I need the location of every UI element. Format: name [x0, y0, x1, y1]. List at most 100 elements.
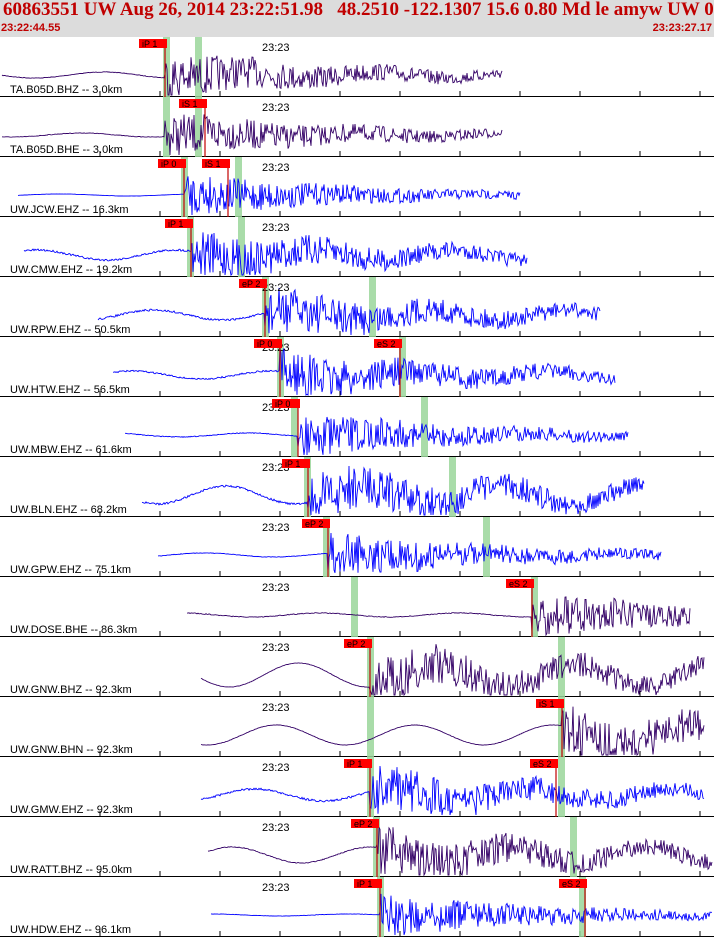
pick-label: iP 0: [161, 159, 176, 169]
pick-label: iP 0: [275, 399, 290, 409]
pick-box: [139, 39, 167, 48]
pick-label: iS 1: [205, 159, 221, 169]
event-title: 60863551 UW Aug 26, 2014 23:22:51.98 48.…: [3, 0, 714, 20]
waveform-trace: [113, 348, 616, 396]
station-label: UW.RATT.BHZ -- 95.0km: [10, 864, 132, 876]
time-label: 23:23: [262, 822, 290, 834]
waveform-trace: [200, 706, 705, 756]
pick-box: [302, 519, 330, 528]
station-label: UW.GNW.BHZ -- 92.3km: [10, 684, 132, 696]
station-label: UW.DOSE.BHE -- 86.3km: [10, 624, 137, 636]
waveform-trace: [200, 765, 705, 816]
station-label: UW.JCW.EHZ -- 16.3km: [10, 204, 129, 216]
pick-box: [530, 759, 558, 768]
pick-box: [282, 459, 310, 468]
pick-label: iP 1: [142, 39, 157, 49]
pick-box: [506, 579, 534, 588]
pick-label: iS 1: [182, 99, 198, 109]
station-label: UW.GPW.EHZ -- 75.1km: [10, 564, 131, 576]
pick-box: [559, 879, 587, 888]
time-label: 23:23: [262, 42, 290, 54]
time-label: 23:23: [262, 642, 290, 654]
waveform-trace: [125, 416, 629, 456]
pick-label: iS 1: [539, 699, 555, 709]
waveform-trace: [1, 55, 503, 96]
theory-marker: [323, 517, 330, 577]
pick-label: eP 2: [305, 519, 323, 529]
pick-label: iP 1: [285, 459, 300, 469]
station-label: UW.HTW.EHZ -- 56.5km: [10, 384, 130, 396]
pick-box: [536, 699, 564, 708]
theory-marker: [531, 577, 538, 637]
theory-marker: [238, 217, 245, 277]
time-start: 23:22:44.55: [1, 22, 61, 34]
theory-marker: [369, 277, 376, 337]
station-label: TA.B05D.BHE -- 3.0km: [10, 144, 123, 156]
pick-box: [344, 639, 372, 648]
pick-box: [179, 99, 207, 108]
station-label: UW.GMW.EHZ -- 92.3km: [10, 804, 133, 816]
theory-marker: [163, 97, 170, 157]
waveform-trace: [23, 232, 528, 276]
waveform-trace: [17, 176, 521, 216]
theory-marker: [558, 757, 565, 817]
waveform-trace: [97, 287, 601, 336]
waveform-trace: [200, 644, 705, 697]
time-label: 23:23: [262, 162, 290, 174]
pick-label: eS 2: [377, 339, 396, 349]
time-label: 23:23: [262, 882, 290, 894]
waveform-trace: [141, 465, 645, 516]
station-label: UW.BLN.EHZ -- 68.2km: [10, 504, 127, 516]
time-label: 23:23: [262, 222, 290, 234]
time-label: 23:23: [262, 762, 290, 774]
event-header: 60863551 UW Aug 26, 2014 23:22:51.98 48.…: [0, 0, 714, 37]
station-label: UW.GNW.BHN -- 92.3km: [10, 744, 133, 756]
pick-label: iP 1: [347, 759, 362, 769]
pick-label: eS 2: [533, 759, 552, 769]
pick-box: [254, 339, 282, 348]
pick-box: [239, 279, 267, 288]
theory-marker: [570, 817, 577, 877]
time-label: 23:23: [262, 702, 290, 714]
waveform-trace: [187, 596, 691, 637]
station-label: UW.CMW.EHZ -- 19.2km: [10, 264, 132, 276]
time-end: 23:23:27.17: [652, 22, 712, 34]
theory-marker: [195, 37, 202, 97]
pick-box: [351, 819, 379, 828]
pick-box: [344, 759, 372, 768]
theory-marker: [449, 457, 456, 517]
pick-label: eP 2: [354, 819, 372, 829]
time-label: 23:23: [262, 282, 290, 294]
pick-box: [202, 159, 230, 168]
pick-box: [272, 399, 300, 408]
pick-box: [354, 879, 382, 888]
pick-label: iP 0: [257, 339, 272, 349]
pick-label: iP 1: [357, 879, 372, 889]
theory-marker: [195, 97, 202, 157]
pick-label: eS 2: [509, 579, 528, 589]
theory-marker: [579, 877, 586, 937]
time-label: 23:23: [262, 522, 290, 534]
theory-marker: [367, 697, 374, 757]
waveform-trace: [1, 114, 503, 156]
pick-box: [165, 219, 193, 228]
pick-box: [158, 159, 186, 168]
waveform-trace: [210, 893, 712, 936]
station-label: UW.MBW.EHZ -- 61.6km: [10, 444, 132, 456]
time-label: 23:23: [262, 582, 290, 594]
station-label: TA.B05D.BHZ -- 3.0km: [10, 84, 122, 96]
station-label: UW.HDW.EHZ -- 96.1km: [10, 924, 131, 936]
waveform-trace: [157, 532, 662, 574]
pick-label: eP 2: [242, 279, 260, 289]
station-label: UW.RPW.EHZ -- 50.5km: [10, 324, 130, 336]
pick-label: iP 1: [168, 219, 183, 229]
pick-box: [374, 339, 402, 348]
theory-marker: [483, 517, 490, 577]
seismogram-panel[interactable]: 23:23 TA.B05D.BHZ -- 3.0km iP 1 23:23 TA.B05…: [0, 37, 714, 938]
theory-marker: [235, 157, 242, 217]
waveform-trace: [207, 825, 713, 877]
pick-label: eP 2: [347, 639, 365, 649]
pick-label: eS 2: [562, 879, 581, 889]
time-label: 23:23: [262, 102, 290, 114]
theory-marker: [351, 577, 358, 637]
